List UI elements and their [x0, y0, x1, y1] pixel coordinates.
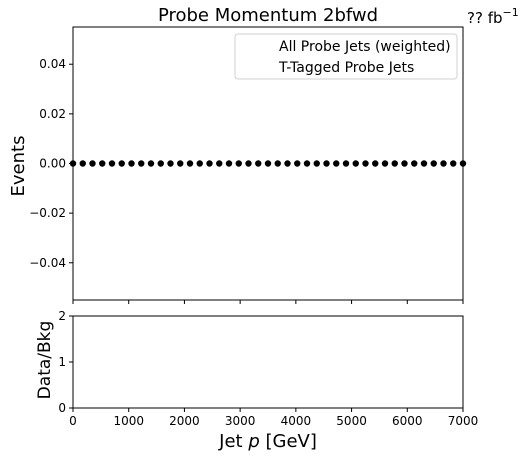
data-point: [391, 160, 398, 167]
data-point: [420, 160, 428, 167]
data-point: [99, 160, 106, 167]
chart-title: Probe Momentum 2bfwd: [158, 5, 378, 26]
data-point: [284, 160, 291, 167]
luminosity-text: ?? fb: [467, 9, 503, 27]
data-point: [186, 160, 194, 167]
main-y-tick-label: 0.02: [39, 107, 66, 121]
data-point: [79, 160, 86, 167]
data-point: [372, 160, 379, 167]
main-y-tick-label: −0.02: [29, 206, 66, 220]
data-point: [264, 160, 272, 167]
main-y-tick-label: 0.00: [39, 157, 66, 171]
data-point: [216, 160, 223, 167]
data-point: [342, 160, 350, 167]
luminosity-label: ?? fb−1: [467, 6, 519, 27]
data-point: [147, 160, 155, 167]
data-point: [89, 160, 96, 167]
main-y-tick-label: −0.04: [29, 256, 66, 270]
x-axis-label: Jet p [GeV]: [218, 431, 317, 452]
data-point: [118, 160, 125, 167]
legend-entry-all-probe-jets: All Probe Jets (weighted): [279, 39, 451, 55]
ratio-x-tick-label: 3000: [225, 414, 256, 428]
data-point: [225, 160, 233, 167]
legend: All Probe Jets (weighted) T-Tagged Probe…: [234, 33, 458, 80]
ratio-y-tick-label: 0: [58, 401, 66, 415]
x-axis-label-unit: [GeV]: [260, 431, 317, 452]
data-point: [167, 160, 174, 167]
main-plot-panel: Probe Momentum 2bfwd ?? fb−1 Events −0.0…: [8, 5, 519, 304]
main-plot-frame: [72, 26, 464, 301]
ratio-x-tick-label: 4000: [281, 414, 312, 428]
ratio-plot-frame: [72, 315, 464, 409]
data-point: [303, 160, 311, 167]
ratio-x-tick-label: 2000: [169, 414, 200, 428]
data-point: [206, 160, 213, 167]
data-point: [313, 160, 320, 167]
ratio-y-tick-label: 1: [58, 355, 66, 369]
data-point: [450, 160, 457, 167]
ratio-y-axis-label: Data/Bkg: [35, 321, 55, 400]
x-axis-label-prefix: Jet: [218, 431, 248, 452]
data-point: [362, 160, 369, 167]
data-point: [235, 160, 242, 167]
data-point: [352, 160, 359, 167]
x-axis-label-variable: p: [247, 431, 259, 452]
data-point: [411, 160, 418, 167]
ratio-x-tick-label: 7000: [448, 414, 479, 428]
data-point: [108, 160, 116, 167]
main-y-ticks: −0.04 −0.02 0.00 0.02 0.04: [29, 57, 73, 270]
legend-box: [234, 33, 458, 80]
data-point: [245, 160, 252, 167]
legend-entry-t-tagged-probe-jets: T-Tagged Probe Jets: [278, 60, 414, 76]
data-points: [69, 160, 467, 167]
ratio-plot-panel: Data/Bkg 0 1 2 0 1000 2000 3000 4000 5000 6000 70…: [35, 309, 478, 452]
data-point: [401, 160, 408, 167]
ratio-x-tick-label: 0: [69, 414, 77, 428]
main-y-axis-label: Events: [8, 136, 29, 197]
data-point: [333, 160, 340, 167]
data-point: [430, 160, 437, 167]
data-point: [381, 160, 389, 167]
main-y-tick-label: 0.04: [39, 57, 66, 71]
data-point: [440, 160, 447, 167]
data-point: [177, 160, 184, 167]
data-point: [157, 160, 164, 167]
data-point: [255, 160, 262, 167]
luminosity-exponent: −1: [503, 6, 519, 19]
data-point: [274, 160, 281, 167]
main-x-ticks: [72, 300, 464, 304]
data-point: [138, 160, 145, 167]
ratio-x-tick-label: 6000: [392, 414, 423, 428]
ratio-x-tick-label: 1000: [113, 414, 144, 428]
data-point: [128, 160, 135, 167]
data-point: [294, 160, 301, 167]
ratio-y-tick-label: 2: [58, 309, 66, 323]
data-point: [196, 160, 203, 167]
data-point: [323, 160, 330, 167]
ratio-x-ticks: 0 1000 2000 3000 4000 5000 6000 7000: [69, 408, 478, 428]
ratio-y-ticks: 0 1 2: [58, 309, 73, 415]
ratio-x-tick-label: 5000: [336, 414, 367, 428]
